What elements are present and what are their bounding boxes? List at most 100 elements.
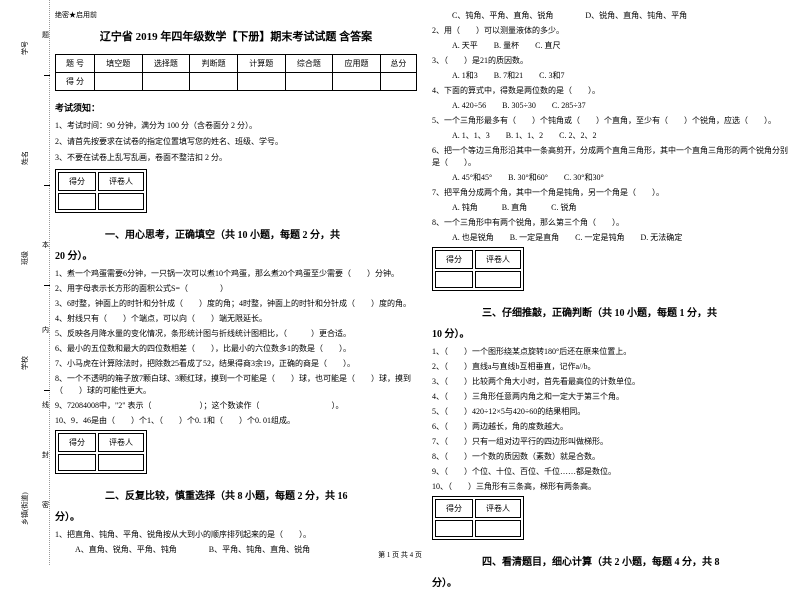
- q2-5: 5、一个三角形最多有（ ）个钝角或（ ）个直角，至少有（ ）个锐角，应选（ ）。: [432, 115, 794, 127]
- label-class: 班级: [20, 251, 30, 265]
- section-4-title-end: 分）。: [432, 574, 794, 589]
- eval-score: 得分: [58, 172, 96, 191]
- score-cell[interactable]: [333, 73, 381, 91]
- eval-cell[interactable]: [58, 454, 96, 471]
- q2-8a: A. 也是锐角 B. 一定是直角 C. 一定是钝角 D. 无法确定: [444, 232, 794, 244]
- q2-7a: A. 钝角 B. 直角 C. 锐角: [444, 202, 794, 214]
- dash-mark-1: 题: [42, 30, 49, 40]
- q2-3a: A. 1和3 B. 7和21 C. 3和7: [444, 70, 794, 82]
- table-row: 题 号 填空题 选择题 判断题 计算题 综合题 应用题 总分: [56, 55, 417, 73]
- q1-5: 5、反映各月降水量的变化情况，条形统计图与折线统计图相比，（ ）更合适。: [55, 328, 417, 340]
- eval-box: 得分评卷人: [432, 496, 524, 540]
- th-choice: 选择题: [142, 55, 190, 73]
- eval-grader: 评卷人: [475, 250, 521, 269]
- q2-1c: C、钝角、平角、直角、锐角 D、锐角、直角、钝角、平角: [444, 10, 794, 22]
- th-calc: 计算题: [237, 55, 285, 73]
- q1-6: 6、最小的五位数和最大的四位数相差（ ），比最小的六位数多1的数是（ ）。: [55, 343, 417, 355]
- eval-grader: 评卷人: [98, 172, 144, 191]
- th-app: 应用题: [333, 55, 381, 73]
- eval-box: 得分评卷人: [55, 169, 147, 213]
- eval-cell[interactable]: [475, 520, 521, 537]
- exam-title: 辽宁省 2019 年四年级数学【下册】期末考试试题 含答案: [55, 28, 417, 44]
- q1-8: 8、一个不透明的箱子放7颗白球、3颗红球，摸到一个可能是（ ）球，也可能是（ ）…: [55, 373, 417, 397]
- q2-4a: A. 420÷56 B. 305÷30 C. 285÷37: [444, 100, 794, 112]
- q2-3: 3、（ ）是21的质因数。: [432, 55, 794, 67]
- q1-3: 3、6时整，钟面上的时针和分针成（ ）度的角；4时整，钟面上的时针和分针成（ ）…: [55, 298, 417, 310]
- notice-item: 2、请首先按要求在试卷的指定位置填写您的姓名、班级、学号。: [55, 136, 417, 147]
- table-row: 得 分: [56, 73, 417, 91]
- th-comp: 综合题: [285, 55, 333, 73]
- q2-5a: A. 1、1、3 B. 1、1、2 C. 2、2、2: [444, 130, 794, 142]
- eval-cell[interactable]: [58, 193, 96, 210]
- section-2-title: 二、反复比较，慎重选择（共 8 小题，每题 2 分，共 16: [105, 487, 417, 502]
- th-num: 题 号: [56, 55, 95, 73]
- binding-mark: [44, 75, 50, 76]
- dash-mark-4: 线: [42, 400, 49, 410]
- binding-area: 学号 姓名 班级 学校 乡镇(街道) 题 本 内 线 封 密: [0, 0, 50, 565]
- content-area: 绝密★启用前 辽宁省 2019 年四年级数学【下册】期末考试试题 含答案 题 号…: [55, 10, 795, 595]
- th-total: 总分: [380, 55, 416, 73]
- eval-score: 得分: [58, 433, 96, 452]
- eval-cell[interactable]: [98, 454, 144, 471]
- dash-mark-3: 内: [42, 325, 49, 335]
- q3-2: 2、（ ）直线a与直线b互相垂直，记作a//b。: [432, 361, 794, 373]
- score-cell[interactable]: [142, 73, 190, 91]
- section-3-title: 三、仔细推敲，正确判断（共 10 小题，每题 1 分，共: [482, 304, 794, 319]
- q2-6a: A. 45°和45° B. 30°和60° C. 30°和30°: [444, 172, 794, 184]
- eval-box: 得分评卷人: [55, 430, 147, 474]
- eval-score: 得分: [435, 499, 473, 518]
- q1-2: 2、用字母表示长方形的面积公式S=（ ）: [55, 283, 417, 295]
- q3-3: 3、（ ）比较两个角大小时，首先看最高位的计数单位。: [432, 376, 794, 388]
- q3-1: 1、（ ）一个图形绕某点旋转180°后还在原来位置上。: [432, 346, 794, 358]
- q3-10: 10、（ ）三角形有三条高，梯形有两条高。: [432, 481, 794, 493]
- right-column: C、钝角、平角、直角、锐角 D、锐角、直角、钝角、平角 2、用（ ）可以测量液体…: [432, 10, 794, 595]
- eval-box: 得分评卷人: [432, 247, 524, 291]
- q2-2a: A. 天平 B. 量杯 C. 直尺: [444, 40, 794, 52]
- eval-cell[interactable]: [435, 271, 473, 288]
- q3-4: 4、（ ）三角形任意两内角之和一定大于第三个角。: [432, 391, 794, 403]
- score-label: 得 分: [56, 73, 95, 91]
- score-cell[interactable]: [190, 73, 238, 91]
- dash-mark-5: 封: [42, 450, 49, 460]
- binding-mark: [44, 285, 50, 286]
- label-school: 学校: [20, 356, 30, 370]
- q3-6: 6、（ ）两边越长，角的度数越大。: [432, 421, 794, 433]
- eval-grader: 评卷人: [98, 433, 144, 452]
- notice-item: 1、考试时间：90 分钟，满分为 100 分（含卷面分 2 分）。: [55, 120, 417, 131]
- binding-mark: [44, 185, 50, 186]
- th-fill: 填空题: [94, 55, 142, 73]
- eval-grader: 评卷人: [475, 499, 521, 518]
- left-column: 绝密★启用前 辽宁省 2019 年四年级数学【下册】期末考试试题 含答案 题 号…: [55, 10, 417, 595]
- q2-1: 1、把直角、钝角、平角、锐角按从大到小的顺序排列起来的是（ ）。: [55, 529, 417, 541]
- score-table: 题 号 填空题 选择题 判断题 计算题 综合题 应用题 总分 得 分: [55, 54, 417, 91]
- label-student-id: 学号: [20, 41, 30, 55]
- score-cell[interactable]: [285, 73, 333, 91]
- confidential-label: 绝密★启用前: [55, 10, 417, 20]
- q3-5: 5、（ ）420÷12×5与420÷60的结果相同。: [432, 406, 794, 418]
- q3-8: 8、（ ）一个数的质因数（素数）就是合数。: [432, 451, 794, 463]
- q1-10: 10、9．46是由（ ）个1、（ ）个0. 1和（ ）个0. 01组成。: [55, 415, 417, 427]
- section-3-title-end: 10 分）。: [432, 325, 794, 340]
- eval-cell[interactable]: [475, 271, 521, 288]
- score-cell[interactable]: [237, 73, 285, 91]
- score-cell[interactable]: [94, 73, 142, 91]
- dash-mark-6: 密: [42, 500, 49, 510]
- q1-4: 4、射线只有（ ）个端点，可以向（ ）端无限延长。: [55, 313, 417, 325]
- q1-7: 7、小马虎在计算除法时，把除数25看成了52，结果得商3余19，正确的商是（ ）…: [55, 358, 417, 370]
- eval-cell[interactable]: [435, 520, 473, 537]
- notice-item: 3、不要在试卷上乱写乱画，卷面不整洁扣 2 分。: [55, 152, 417, 163]
- th-judge: 判断题: [190, 55, 238, 73]
- eval-score: 得分: [435, 250, 473, 269]
- section-1-title: 一、用心思考，正确填空（共 10 小题，每题 2 分，共: [105, 226, 417, 241]
- score-cell[interactable]: [380, 73, 416, 91]
- section-1-title-end: 20 分）。: [55, 247, 417, 262]
- q1-1: 1、煮一个鸡蛋需要6分钟，一只锅一次可以煮10个鸡蛋，那么煮20个鸡蛋至少需要（…: [55, 268, 417, 280]
- label-name: 姓名: [20, 151, 30, 165]
- q2-8: 8、一个三角形中有两个锐角，那么第三个角（ ）。: [432, 217, 794, 229]
- label-township: 乡镇(街道): [20, 492, 30, 525]
- q1-9: 9、72084008中，"2" 表示（ ）；这个数读作（ ）。: [55, 400, 417, 412]
- eval-cell[interactable]: [98, 193, 144, 210]
- q3-7: 7、（ ）只有一组对边平行的四边形叫做梯形。: [432, 436, 794, 448]
- page-footer: 第 1 页 共 4 页: [0, 550, 800, 560]
- dash-mark-2: 本: [42, 240, 49, 250]
